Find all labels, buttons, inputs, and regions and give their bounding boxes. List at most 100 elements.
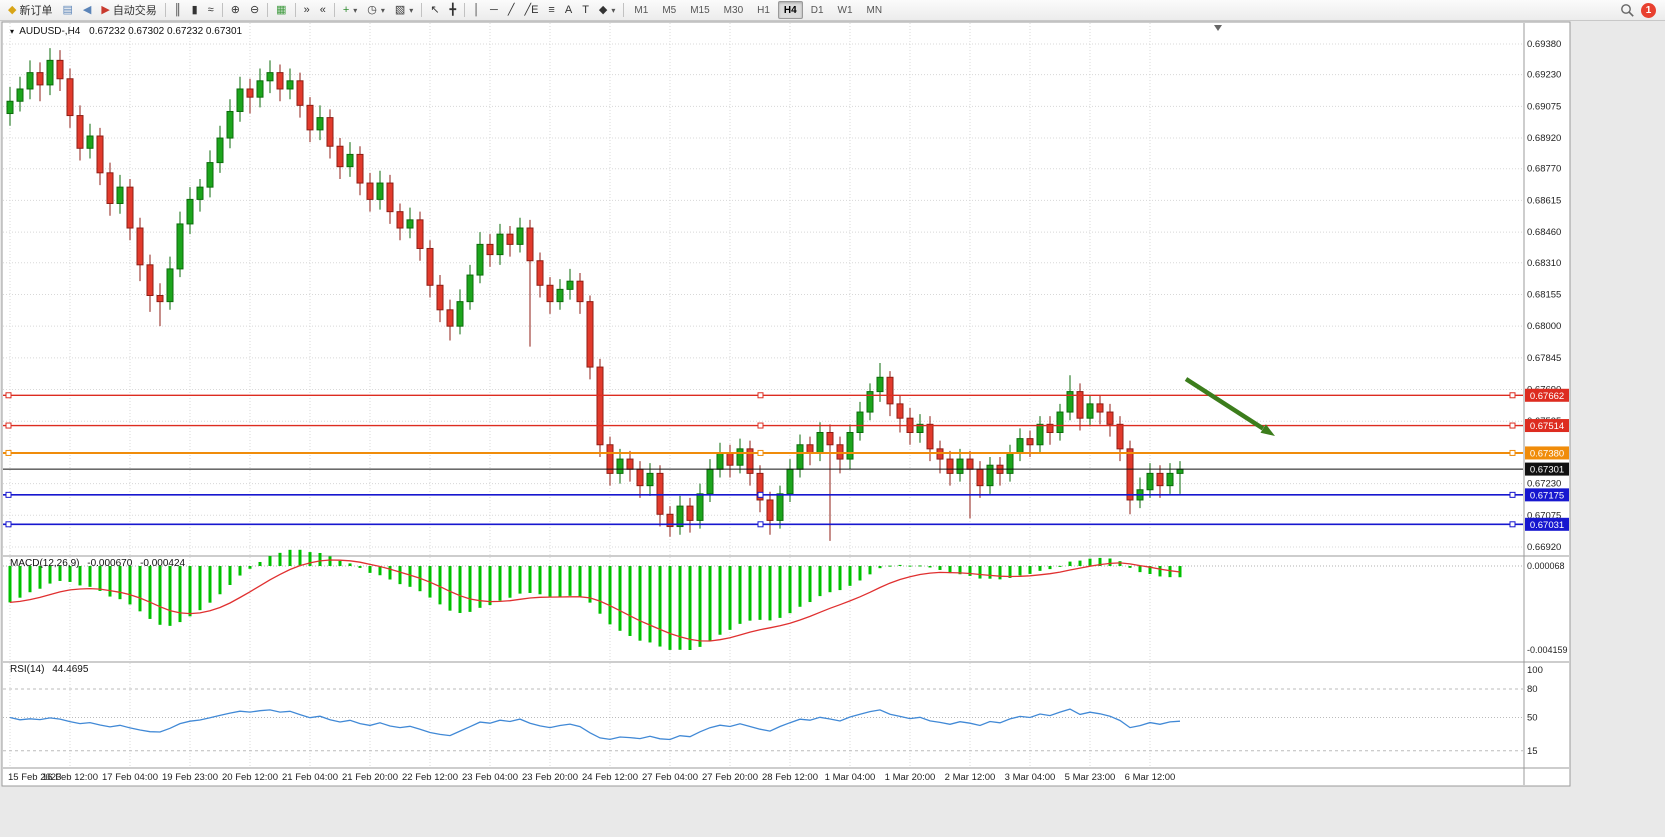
line-handle[interactable]: [757, 392, 764, 399]
vertical-line-button[interactable]: │: [468, 0, 485, 20]
new-order-button[interactable]: ◆ 新订单: [3, 0, 57, 20]
chart-shift-button[interactable]: «: [315, 0, 331, 20]
line-handle[interactable]: [5, 392, 12, 399]
candles-view-button[interactable]: ▮: [187, 0, 203, 20]
search-icon[interactable]: [1620, 3, 1635, 18]
candle-body: [1036, 423, 1044, 446]
toolbar-separator: [221, 3, 223, 17]
text-label-icon: T: [582, 3, 589, 16]
macd-histogram-bar: [758, 566, 762, 620]
price-tag: [1525, 388, 1569, 402]
candle-body: [1106, 411, 1114, 425]
notification-badge[interactable]: 1: [1641, 2, 1656, 18]
candle-body: [676, 505, 684, 528]
alerts-button[interactable]: ◀: [78, 0, 96, 20]
fibonacci-button[interactable]: ≡: [543, 0, 559, 20]
macd-histogram-bar: [1158, 566, 1162, 577]
rsi-line: [9, 708, 1181, 741]
macd-histogram-bar: [108, 566, 112, 597]
candle-body: [216, 137, 224, 164]
cursor-button[interactable]: ↖: [425, 0, 444, 20]
price-axis-label: 0.68770: [1527, 164, 1561, 175]
timeframe-w1-button[interactable]: W1: [837, 4, 853, 16]
auto-scroll-button[interactable]: »: [299, 0, 315, 20]
macd-histogram-bar: [338, 560, 342, 566]
macd-histogram-bar: [368, 566, 372, 573]
macd-histogram-bar: [578, 566, 582, 597]
line-handle[interactable]: [757, 422, 764, 429]
timeframe-m15-button[interactable]: M15: [690, 4, 710, 16]
crosshair-button[interactable]: ╋: [445, 0, 462, 20]
candle-body: [776, 493, 784, 521]
chart-shift-marker-icon[interactable]: [1214, 25, 1222, 31]
candle-body: [1016, 438, 1024, 454]
periods-button[interactable]: ◷ ▾: [362, 0, 390, 20]
macd-histogram-bar: [628, 566, 632, 636]
line-handle[interactable]: [1509, 449, 1516, 456]
text-label-button[interactable]: T: [577, 0, 594, 20]
shapes-button[interactable]: ◆ ▾: [594, 0, 620, 20]
macd-histogram-bar: [138, 566, 142, 612]
trendline-button[interactable]: ╱: [503, 0, 520, 20]
macd-histogram-bar: [1108, 558, 1112, 566]
chart-shift-icon: «: [319, 3, 326, 16]
horizontal-line-button[interactable]: ─: [485, 0, 503, 20]
candle-body: [1046, 423, 1054, 433]
candle-body: [66, 78, 74, 117]
timeframe-d1-button[interactable]: D1: [810, 4, 824, 16]
trend-arrow[interactable]: [1184, 377, 1265, 431]
candle-body: [116, 186, 124, 204]
bars-view-button[interactable]: ║: [169, 0, 187, 20]
templates-button[interactable]: ▧ ▾: [390, 0, 418, 20]
charts-button[interactable]: ▤: [57, 0, 77, 20]
price-tag-label: 0.67380: [1530, 448, 1564, 459]
zoom-out-button[interactable]: ⊖: [245, 0, 264, 20]
macd-histogram-bar: [998, 566, 1002, 580]
line-view-button[interactable]: ≈: [203, 0, 219, 20]
timeframe-h1-button[interactable]: H1: [757, 4, 770, 16]
time-axis-label: 20 Feb 12:00: [222, 772, 278, 783]
candle-body: [846, 431, 854, 460]
autotrading-button[interactable]: ▶ 自动交易: [96, 0, 161, 20]
chart-menu-icon[interactable]: ▾: [10, 27, 15, 36]
macd-histogram-bar: [748, 566, 752, 621]
vertical-line-icon: │: [473, 3, 481, 16]
dropdown-arrow-icon: ▾: [380, 5, 385, 15]
line-handle[interactable]: [5, 422, 12, 429]
line-handle[interactable]: [1509, 422, 1516, 429]
indicators-button[interactable]: + ▾: [338, 0, 362, 20]
line-handle[interactable]: [757, 449, 764, 456]
price-tag: [1525, 488, 1569, 502]
timeframe-mn-button[interactable]: MN: [866, 4, 883, 16]
macd-histogram-bar: [238, 566, 242, 576]
template-icon: ▧: [394, 3, 406, 16]
line-handle[interactable]: [5, 449, 12, 456]
line-handle[interactable]: [757, 521, 764, 528]
price-tag-label: 0.67301: [1530, 465, 1564, 476]
timeframe-m30-button[interactable]: M30: [723, 4, 744, 16]
candle-body: [576, 280, 584, 303]
candle-body: [346, 153, 354, 168]
timeframe-m5-button[interactable]: M5: [662, 4, 677, 16]
toolbar-separator: [267, 3, 269, 17]
line-handle[interactable]: [757, 491, 764, 498]
candle-body: [816, 431, 824, 454]
zoom-in-button[interactable]: ⊕: [226, 0, 245, 20]
line-handle[interactable]: [1509, 521, 1516, 528]
timeframe-m1-button[interactable]: M1: [634, 4, 649, 16]
tile-windows-button[interactable]: ▦: [271, 0, 291, 20]
line-handle[interactable]: [5, 491, 12, 498]
candle-body: [856, 411, 864, 433]
macd-histogram-bar: [318, 552, 322, 566]
macd-histogram-bar: [38, 566, 42, 589]
timeframe-h4-button[interactable]: H4: [777, 1, 803, 19]
line-handle[interactable]: [1509, 491, 1516, 498]
line-handle[interactable]: [1509, 392, 1516, 399]
macd-histogram-bar: [378, 566, 382, 576]
line-handle[interactable]: [5, 521, 12, 528]
macd-histogram-bar: [688, 566, 692, 650]
text-button[interactable]: A: [560, 0, 577, 20]
equidistant-channel-button[interactable]: ╱E: [519, 0, 543, 20]
macd-histogram-bar: [588, 566, 592, 603]
